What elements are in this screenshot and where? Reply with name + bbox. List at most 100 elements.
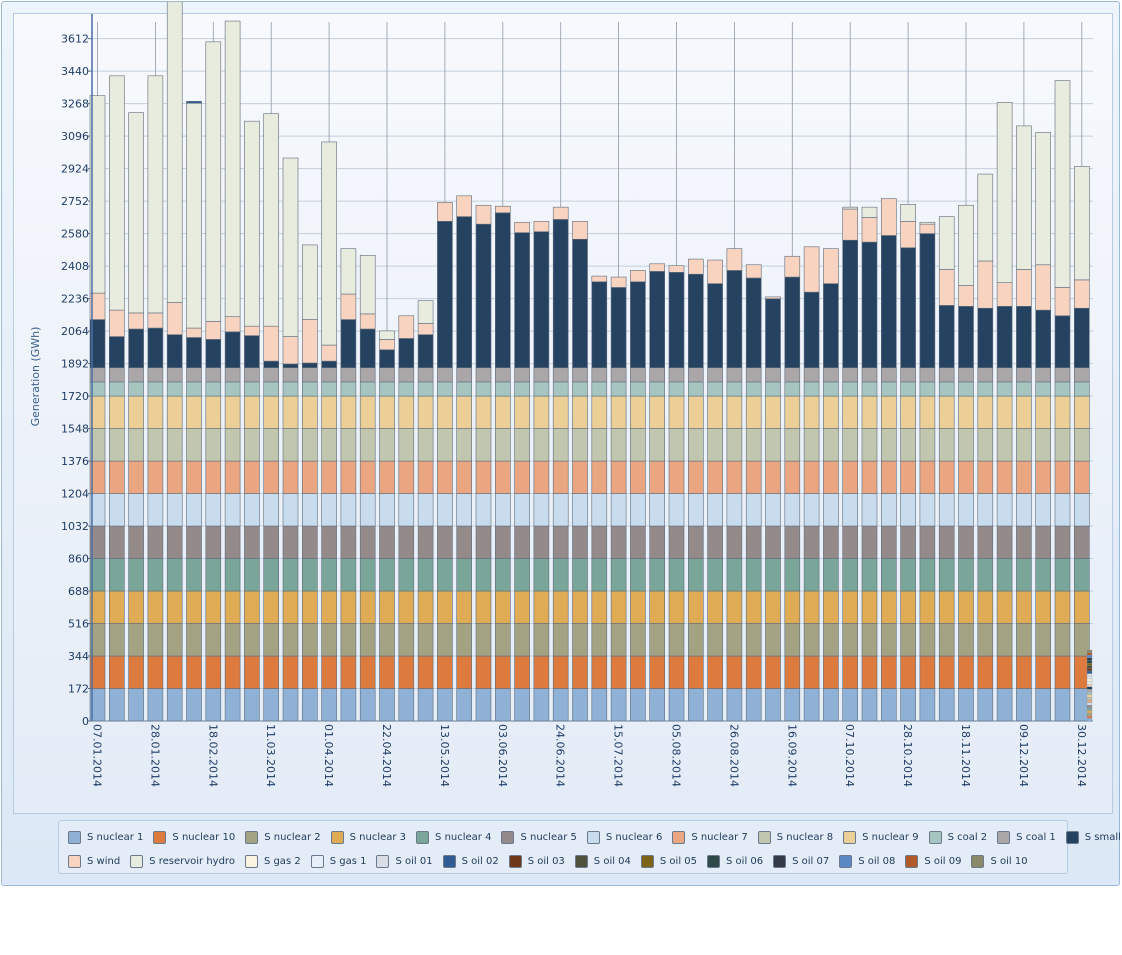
bar-segment: [224, 460, 241, 494]
bar-segment: [417, 558, 434, 592]
bar-segment: [977, 493, 994, 527]
bar-segment: [109, 623, 125, 657]
bar-segment: [591, 367, 608, 383]
y-tick-label: 2064: [61, 325, 89, 338]
bar-segment: [301, 460, 318, 494]
legend-item: S oil 06: [707, 854, 763, 868]
bar-segment: [687, 381, 704, 397]
bar-segment: [128, 623, 144, 657]
mini-key-swatch: [1086, 718, 1093, 722]
bar-segment: [166, 688, 183, 722]
bar-segment: [1035, 558, 1051, 592]
bar-segment: [186, 493, 202, 527]
legend-label: S oil 09: [924, 855, 962, 867]
bar-segment: [919, 381, 936, 397]
bar-segment: [321, 395, 337, 429]
bar-segment: [880, 235, 897, 369]
bar-segment: [321, 525, 337, 559]
bar-segment: [861, 558, 878, 592]
bar-segment: [340, 493, 357, 527]
bar-segment: [726, 655, 743, 689]
bar-segment: [1054, 80, 1071, 288]
bar-segment: [842, 558, 859, 592]
bar-segment: [456, 558, 473, 592]
bar-segment: [128, 367, 144, 383]
bar-segment: [359, 460, 376, 494]
bar-segment: [475, 493, 492, 527]
bar-segment: [186, 101, 202, 104]
bar-segment: [263, 655, 280, 689]
legend-label: S oil 07: [792, 855, 830, 867]
x-tick-label: 07.01.2014: [91, 724, 104, 787]
bar-segment: [880, 525, 897, 559]
bar-segment: [128, 112, 144, 314]
bar-segment: [823, 558, 839, 592]
bar-segment: [379, 428, 395, 462]
bar-segment: [475, 428, 492, 462]
legend-item: S oil 01: [376, 854, 433, 868]
bar-segment: [610, 395, 627, 429]
bar-segment: [591, 395, 608, 429]
bar-segment: [379, 381, 395, 397]
mini-key-swatch: [1086, 691, 1093, 695]
legend-label: S nuclear 6: [605, 831, 663, 843]
bar-segment: [533, 395, 550, 429]
bar-segment: [494, 428, 511, 462]
bar-segment: [494, 212, 511, 369]
bar-segment: [205, 525, 222, 559]
y-tick-label: 688: [68, 585, 89, 598]
bar-segment: [900, 381, 916, 397]
mini-key-swatch: [1086, 710, 1093, 714]
legend-label: S oil 01: [395, 855, 433, 867]
bar-segment: [649, 493, 666, 527]
bar-segment: [533, 688, 550, 722]
bar-segment: [1074, 558, 1090, 592]
bar-segment: [205, 623, 222, 657]
mini-key-swatch: [1086, 686, 1093, 690]
bar-segment: [263, 493, 280, 527]
bar-segment: [880, 558, 897, 592]
bar-segment: [224, 493, 241, 527]
bar-segment: [359, 395, 376, 429]
bar-segment: [784, 381, 801, 397]
bar-segment: [842, 590, 859, 624]
mini-key-swatch: [1086, 676, 1093, 680]
bar-segment: [552, 525, 569, 559]
bar-segment: [784, 460, 801, 494]
legend-swatch: [574, 854, 588, 868]
bar-segment: [379, 367, 395, 383]
bar-segment: [475, 558, 492, 592]
bar-segment: [514, 381, 530, 397]
bar-segment: [572, 558, 588, 592]
bar-segment: [456, 216, 473, 369]
x-tick-label: 03.06.2014: [496, 724, 509, 787]
legend-swatch: [997, 830, 1011, 844]
bar-segment: [784, 623, 801, 657]
bar-segment: [552, 206, 569, 220]
legend-item: S oil 10: [971, 854, 1028, 868]
legend-item: S small hydro: [1065, 830, 1122, 844]
bar-segment: [687, 688, 704, 722]
bar-segment: [1054, 315, 1071, 369]
legend-swatch: [68, 830, 81, 844]
bar-segment: [803, 291, 820, 369]
bar-segment: [861, 460, 878, 494]
bar-segment: [745, 395, 762, 429]
bar-segment: [417, 367, 434, 383]
mini-key-swatch: [1086, 662, 1093, 666]
bar-segment: [861, 623, 878, 657]
legend-item: S wind: [68, 854, 120, 868]
bar-segment: [938, 655, 955, 689]
bar-segment: [572, 238, 588, 369]
bar-segment: [1074, 493, 1090, 527]
bar-segment: [572, 525, 588, 559]
bar-segment: [919, 395, 936, 429]
bar-segment: [591, 281, 608, 369]
x-tick-label: 30.12.2014: [1075, 724, 1088, 787]
bar-segment: [842, 381, 859, 397]
bar-segment: [630, 281, 646, 369]
y-tick-label: 1548: [61, 423, 89, 436]
bar-segment: [938, 493, 955, 527]
bar-segment: [205, 339, 222, 369]
bar-segment: [437, 381, 453, 397]
